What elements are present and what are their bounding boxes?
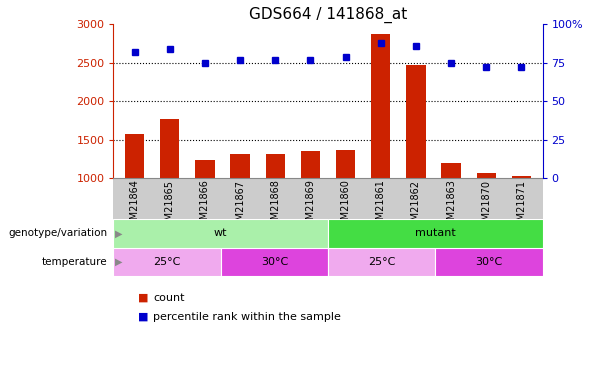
Text: mutant: mutant: [415, 228, 455, 238]
Text: 25°C: 25°C: [368, 256, 395, 267]
Bar: [371, 34, 390, 178]
Bar: [476, 173, 496, 178]
Bar: [336, 150, 355, 178]
Bar: [125, 134, 144, 178]
Text: ■: ■: [138, 293, 148, 303]
Bar: [160, 118, 180, 178]
Bar: [230, 153, 249, 178]
Text: 25°C: 25°C: [153, 256, 181, 267]
Bar: [195, 160, 215, 178]
Bar: [435, 248, 543, 276]
Bar: [113, 219, 328, 248]
Bar: [221, 248, 328, 276]
Text: count: count: [153, 293, 185, 303]
Text: percentile rank within the sample: percentile rank within the sample: [153, 312, 341, 322]
Text: genotype/variation: genotype/variation: [8, 228, 107, 238]
Text: wt: wt: [214, 228, 227, 238]
Bar: [328, 219, 543, 248]
Text: temperature: temperature: [42, 256, 107, 267]
Bar: [328, 248, 435, 276]
Bar: [441, 163, 461, 178]
Bar: [265, 154, 285, 178]
Bar: [512, 176, 531, 178]
Bar: [113, 248, 221, 276]
Text: 30°C: 30°C: [475, 256, 503, 267]
Bar: [301, 151, 320, 178]
Bar: [406, 65, 425, 178]
Text: ▶: ▶: [115, 256, 122, 267]
Text: ▶: ▶: [115, 228, 122, 238]
Text: 30°C: 30°C: [261, 256, 288, 267]
Title: GDS664 / 141868_at: GDS664 / 141868_at: [249, 7, 407, 23]
Text: ■: ■: [138, 312, 148, 322]
